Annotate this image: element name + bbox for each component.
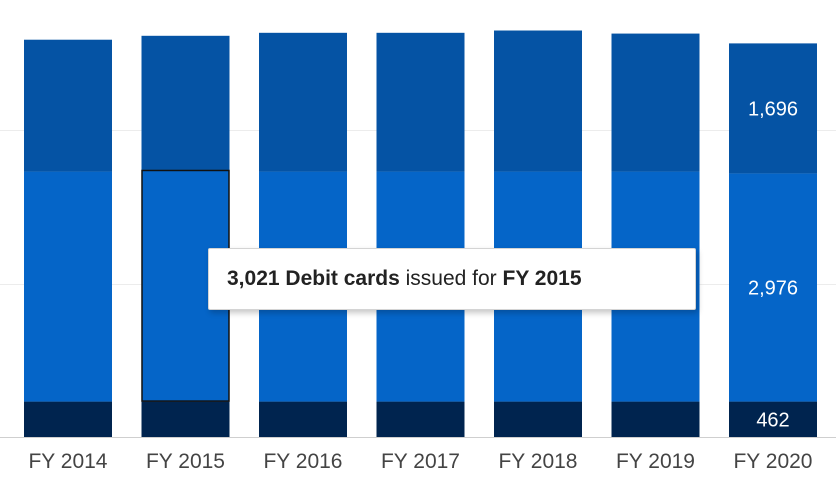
bar-fy-2020-segment-1 <box>729 173 817 402</box>
bar-fy-2019-segment-0 <box>611 401 700 437</box>
bar-fy-2014-segment-2 <box>24 39 112 172</box>
bar-fy-2015-segment-0 <box>141 401 230 437</box>
bar-fy-2019-segment-2 <box>611 33 700 172</box>
bar-fy-2014-segment-1 <box>24 171 112 402</box>
bar-fy-2020-segment-0 <box>729 401 817 437</box>
tooltip-value: 3,021 <box>227 267 280 290</box>
tooltip: 3,021 Debit cards issued for FY 2015 <box>208 248 696 310</box>
x-tick-label-fy-2019: FY 2019 <box>616 450 695 473</box>
bar-fy-2015-segment-2 <box>141 35 230 170</box>
tooltip-connector: issued for <box>405 267 497 290</box>
x-tick-label-fy-2014: FY 2014 <box>28 450 107 473</box>
tooltip-series: Debit cards <box>285 267 400 290</box>
bar-fy-2018-segment-0 <box>494 401 582 437</box>
x-tick-label-fy-2016: FY 2016 <box>263 450 342 473</box>
bar-fy-2016-segment-2 <box>259 32 347 172</box>
data-label-fy-2020-segment-2: 1,696 <box>748 98 798 120</box>
x-tick-label-fy-2017: FY 2017 <box>381 450 460 473</box>
bar-fy-2014-segment-0 <box>24 401 112 437</box>
bar-fy-2017-segment-0 <box>376 401 465 437</box>
x-axis-tick-labels: FY 2014 FY 2015 FY 2016 FY 2017 FY 2018 FY 20… <box>28 450 812 473</box>
x-tick-label-fy-2018: FY 2018 <box>498 450 577 473</box>
bar-fy-2017-segment-2 <box>376 32 465 172</box>
tooltip-category: FY 2015 <box>502 267 582 290</box>
bar-fy-2018-segment-2 <box>494 30 582 172</box>
data-label-fy-2020-segment-1: 2,976 <box>748 278 798 300</box>
x-tick-label-fy-2015: FY 2015 <box>146 450 225 473</box>
bar-fy-2020-segment-2 <box>729 43 817 174</box>
x-tick-label-fy-2020: FY 2020 <box>733 450 812 473</box>
data-labels: 462 2,976 1,696 <box>748 98 798 431</box>
data-label-fy-2020-segment-0: 462 <box>756 409 789 431</box>
bar-fy-2016-segment-0 <box>259 401 347 437</box>
bars <box>24 30 817 437</box>
